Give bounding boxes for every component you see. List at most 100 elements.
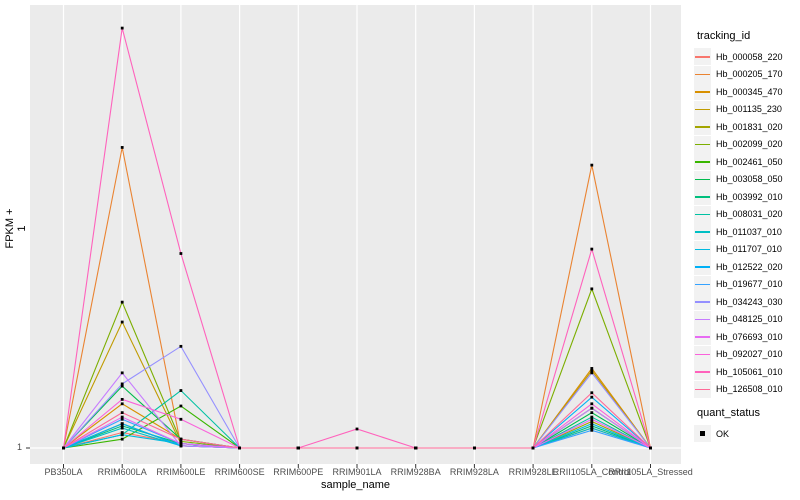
x-tick-label: RRIM901LA xyxy=(332,467,382,477)
legend-item-label: Hb_076693_010 xyxy=(716,331,783,342)
legend-item-label: Hb_003058_050 xyxy=(716,174,783,185)
legend-block-quant-status: quant_status OK xyxy=(690,407,800,443)
data-point xyxy=(120,415,124,419)
series-line-icon xyxy=(694,188,711,206)
legend-item: Hb_076693_010 xyxy=(690,328,800,346)
series-line-icon xyxy=(694,363,711,381)
data-point xyxy=(238,446,241,450)
legend-item-label: Hb_000058_220 xyxy=(716,51,783,62)
y-axis-title: FPKM + 1 xyxy=(4,208,28,249)
legend-title-quant-status: quant_status xyxy=(697,407,760,419)
data-point xyxy=(179,439,183,443)
series-line-icon xyxy=(694,223,711,241)
x-tick-label: RRIM600LE xyxy=(156,467,206,477)
data-point xyxy=(120,397,124,401)
x-tick-label: RRII105LA_Stressed xyxy=(608,467,693,477)
legend-item: Hb_003058_050 xyxy=(690,170,800,189)
data-point xyxy=(590,371,594,375)
series-line-icon xyxy=(694,65,711,83)
legend-item-label: Hb_001135_230 xyxy=(716,104,782,115)
series-line-icon xyxy=(694,83,711,101)
legend-item-label: Hb_008031_020 xyxy=(716,209,783,220)
data-point xyxy=(179,417,183,421)
legend-item: Hb_011037_010 xyxy=(690,223,800,241)
data-point xyxy=(120,26,124,30)
data-point xyxy=(531,446,535,450)
legend-item: Hb_008031_020 xyxy=(690,205,800,224)
data-point xyxy=(590,426,594,430)
data-point xyxy=(590,391,594,395)
legend-item-label: OK xyxy=(716,428,730,439)
legend-item: Hb_011707_010 xyxy=(690,240,800,259)
data-point xyxy=(179,437,183,441)
legend-item-label: Hb_000345_470 xyxy=(716,86,783,97)
x-tick-label: RRIM600LA xyxy=(97,467,147,477)
legend-items-tracking-id: Hb_000058_220 Hb_000205_170 Hb_000345_470 H… xyxy=(690,48,800,398)
legend-item-label: Hb_001831_020 xyxy=(716,121,783,132)
legend-item: Hb_000205_170 xyxy=(690,65,800,84)
series-line-icon xyxy=(694,135,711,153)
data-point xyxy=(62,446,65,450)
x-axis-title: sample_name xyxy=(320,479,391,491)
series-line-icon xyxy=(694,240,711,258)
x-tick-label: RRIM928BA xyxy=(390,467,441,477)
data-point xyxy=(120,431,124,434)
series-line-icon xyxy=(694,100,711,118)
data-point xyxy=(296,446,300,450)
legend-item-label: Hb_092027_010 xyxy=(716,349,783,360)
legend-item-label: Hb_012522_020 xyxy=(716,261,783,272)
series-line-icon xyxy=(694,275,711,293)
data-point xyxy=(179,442,183,445)
series-line-icon xyxy=(694,258,711,276)
x-tick-label: RRIM928LA xyxy=(449,467,499,477)
legend-item-label: Hb_003992_010 xyxy=(716,191,783,202)
legend-item-label: Hb_105061_010 xyxy=(716,366,783,377)
data-point xyxy=(120,382,124,386)
legend-title-tracking-id: tracking_id xyxy=(697,30,751,42)
data-point xyxy=(179,252,183,255)
legend-item: Hb_003992_010 xyxy=(690,188,800,206)
data-point xyxy=(590,287,594,291)
legend-item-label: Hb_034243_030 xyxy=(716,296,783,307)
data-point xyxy=(414,446,418,450)
data-point xyxy=(590,406,594,410)
x-tick-label: PB350LA xyxy=(44,467,83,477)
legend-item: Hb_019677_010 xyxy=(690,275,800,294)
data-point xyxy=(590,415,594,419)
legend-item: Hb_048125_010 xyxy=(690,310,800,329)
legend-item: Hb_105061_010 xyxy=(690,363,800,381)
data-point xyxy=(590,247,594,251)
legend-item: Hb_000345_470 xyxy=(690,83,800,101)
legend-item: Hb_001135_230 xyxy=(690,100,800,119)
data-point xyxy=(473,446,476,450)
data-point xyxy=(120,433,124,437)
data-point xyxy=(120,371,124,375)
series-line-icon xyxy=(694,293,711,311)
legend-item: Hb_001831_020 xyxy=(690,118,800,136)
data-point xyxy=(590,424,594,428)
series-line-icon xyxy=(694,170,711,188)
data-point xyxy=(120,300,124,304)
data-point xyxy=(590,411,594,415)
data-point xyxy=(590,420,594,423)
legend-item-label: Hb_011037_010 xyxy=(716,226,782,237)
series-line-icon xyxy=(694,310,711,328)
legend-item-label: Hb_011707_010 xyxy=(716,244,782,255)
legend-item-label: Hb_048125_010 xyxy=(716,314,783,325)
series-line-icon xyxy=(694,380,711,398)
data-point xyxy=(590,422,594,426)
plot-panel xyxy=(30,5,681,464)
data-point xyxy=(355,427,359,431)
x-tick-label: RRII105LA_Control xyxy=(552,467,631,477)
data-point xyxy=(179,389,183,392)
legend-item-label: Hb_126508_010 xyxy=(716,384,783,395)
legend-item: Hb_000058_220 xyxy=(690,48,800,66)
data-point xyxy=(590,417,594,421)
x-tick-label: RRIM600SE xyxy=(214,467,265,477)
legend: tracking_id Hb_000058_220 Hb_000205_170 Hb… xyxy=(690,30,800,443)
legend-item: Hb_002099_020 xyxy=(690,135,800,154)
data-point xyxy=(179,444,183,448)
data-point xyxy=(120,320,124,324)
